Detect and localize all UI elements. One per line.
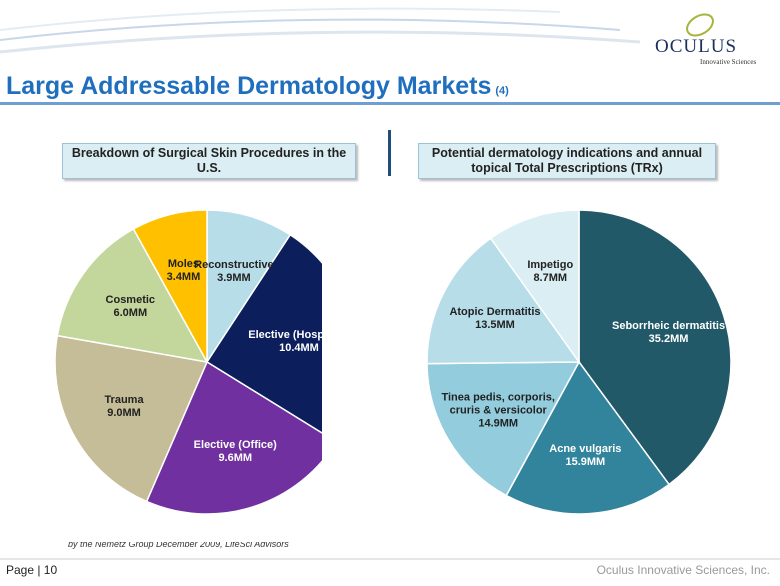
- pie-svg: [54, 209, 322, 515]
- pie-slice: [132, 209, 208, 363]
- category-label: Trauma: [104, 393, 144, 406]
- slice-label: Reconstructive 3.9MM: [175, 259, 293, 285]
- slice-label: Moles 3.4MM: [124, 258, 242, 284]
- value-label: 3.9MM: [217, 271, 251, 284]
- logo: OCULUS: [655, 36, 738, 57]
- value-label: 15.9MM: [565, 456, 606, 469]
- category-label: Moles: [167, 257, 200, 270]
- value-label: 9.6MM: [218, 451, 253, 464]
- value-label: 13.5MM: [475, 319, 515, 332]
- category-label: Elective (Office): [193, 438, 277, 451]
- pie-slice: [206, 209, 292, 365]
- slice-label: Acne vulgaris 15.9MM: [526, 443, 644, 469]
- value-label: 6.0MM: [113, 307, 148, 320]
- category-label: Elective (Hospitals): [248, 328, 322, 341]
- value-label: 3.4MM: [166, 270, 201, 283]
- chart-title: Breakdown of Surgical Skin Procedures in…: [62, 143, 356, 179]
- pie-svg: [426, 209, 732, 515]
- value-label: 14.9MM: [478, 417, 519, 430]
- value-label: 10.4MM: [279, 341, 319, 354]
- title-note: (4): [495, 85, 509, 97]
- slice-label: Impetigo 8.7MM: [491, 259, 609, 285]
- category-label: Impetigo: [527, 259, 574, 272]
- slice-label: Tinea pedis, corporis, cruris & versicol…: [439, 391, 557, 430]
- footer-rule: [0, 558, 780, 560]
- slice-label: Elective (Office) 9.6MM: [176, 439, 294, 465]
- category-label: Seborrheic dermatitis: [611, 319, 726, 332]
- company: Oculus Innovative Sciences, Inc.: [596, 563, 770, 577]
- separator: [388, 130, 391, 176]
- slice-label: Elective (Hospitals)10.4MM: [240, 329, 322, 355]
- pie-slice: [426, 237, 581, 365]
- pie-slice: [54, 334, 209, 503]
- page-number: Page | 10: [6, 563, 58, 577]
- pie-slice: [56, 227, 209, 364]
- pie-slice: [505, 360, 671, 515]
- slice-label: Atopic Dermatitis 13.5MM: [436, 306, 554, 332]
- pie-slice: [145, 360, 322, 515]
- pie-slice: [426, 361, 581, 497]
- value-label: 9.0MM: [107, 406, 141, 419]
- pie-slice: [489, 209, 580, 365]
- category-label: Atopic Dermatitis: [449, 306, 541, 319]
- footnote: by the Nemetz Group December 2009, LifeS…: [68, 542, 289, 549]
- category-label: Acne vulgaris: [549, 443, 622, 456]
- title-text: Large Addressable Dermatology Markets: [6, 72, 492, 100]
- slice-label: Seborrheic dermatitis 35.2MM: [610, 320, 728, 346]
- logo-sub: Innovative Sciences: [700, 58, 757, 66]
- header-decoration: [0, 7, 780, 105]
- slice-label: Trauma 9.0MM: [65, 394, 183, 420]
- category-label: Tinea pedis, corporis, cruris & versicol…: [441, 391, 555, 417]
- value-label: 8.7MM: [533, 272, 568, 285]
- pie-slice: [205, 233, 322, 434]
- pie-slice: [578, 209, 732, 486]
- category-label: Cosmetic: [105, 294, 156, 307]
- value-label: 35.2MM: [648, 332, 689, 345]
- slide-title: Large Addressable Dermatology Markets (4): [6, 72, 509, 101]
- slice-label: Cosmetic 6.0MM: [71, 294, 189, 320]
- category-label: Reconstructive: [194, 258, 274, 271]
- pie-chart: Seborrheic dermatitis 35.2MM Acne vulgaris…: [400, 200, 760, 530]
- chart-title: Potential dermatology indications and an…: [418, 143, 716, 179]
